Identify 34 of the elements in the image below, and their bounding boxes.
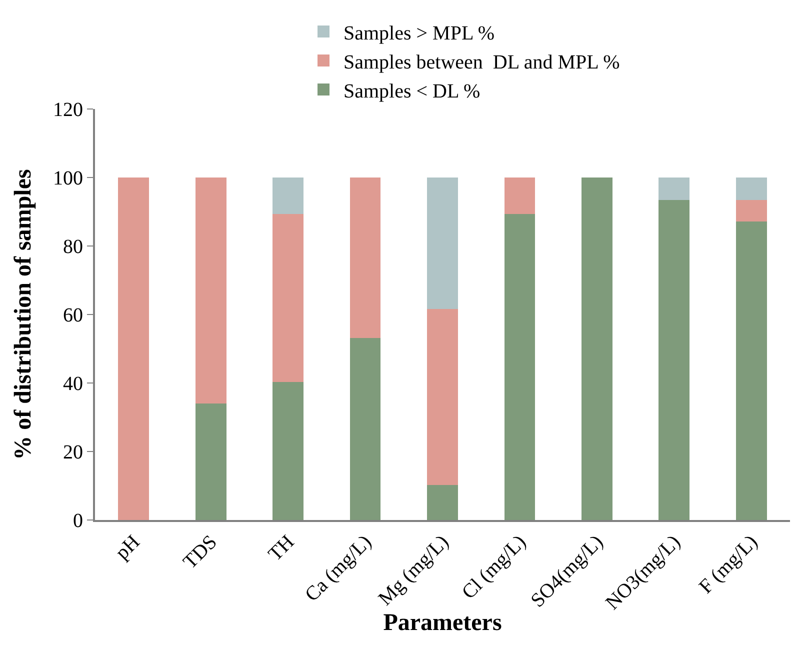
bar	[272, 382, 304, 520]
legend-label: Samples < DL %	[344, 80, 480, 102]
y-tick-label: 40	[63, 373, 83, 395]
bar	[118, 178, 150, 520]
bar	[350, 338, 381, 520]
y-tick-label: 0	[73, 510, 83, 532]
y-tick-label: 80	[63, 236, 83, 258]
bar	[736, 221, 767, 520]
y-tick-label: 120	[53, 99, 83, 121]
bar	[658, 178, 690, 200]
bar	[582, 178, 612, 520]
x-tick-label: TH	[264, 531, 299, 566]
y-tick-label: 60	[63, 304, 83, 326]
y-tick-label: 20	[63, 442, 83, 464]
bar	[736, 178, 767, 200]
bar	[427, 178, 458, 310]
bar	[195, 178, 226, 404]
y-axis-title: % of distribution of samples	[10, 169, 37, 460]
legend-label: Samples between DL and MPL %	[344, 51, 620, 74]
bar	[350, 178, 381, 338]
bar	[427, 309, 458, 486]
bar	[195, 404, 226, 520]
x-tick-label: TDS	[179, 531, 222, 574]
bar	[504, 214, 536, 520]
bar	[504, 178, 536, 214]
bar	[272, 178, 304, 214]
bar	[272, 214, 304, 382]
bar	[658, 200, 690, 520]
x-tick-label: pH	[111, 531, 144, 564]
y-tick-label: 100	[53, 168, 83, 190]
legend-label: Samples > MPL %	[344, 22, 495, 44]
x-axis-title: Parameters	[383, 610, 502, 636]
bar	[736, 200, 767, 222]
bar	[427, 485, 458, 520]
